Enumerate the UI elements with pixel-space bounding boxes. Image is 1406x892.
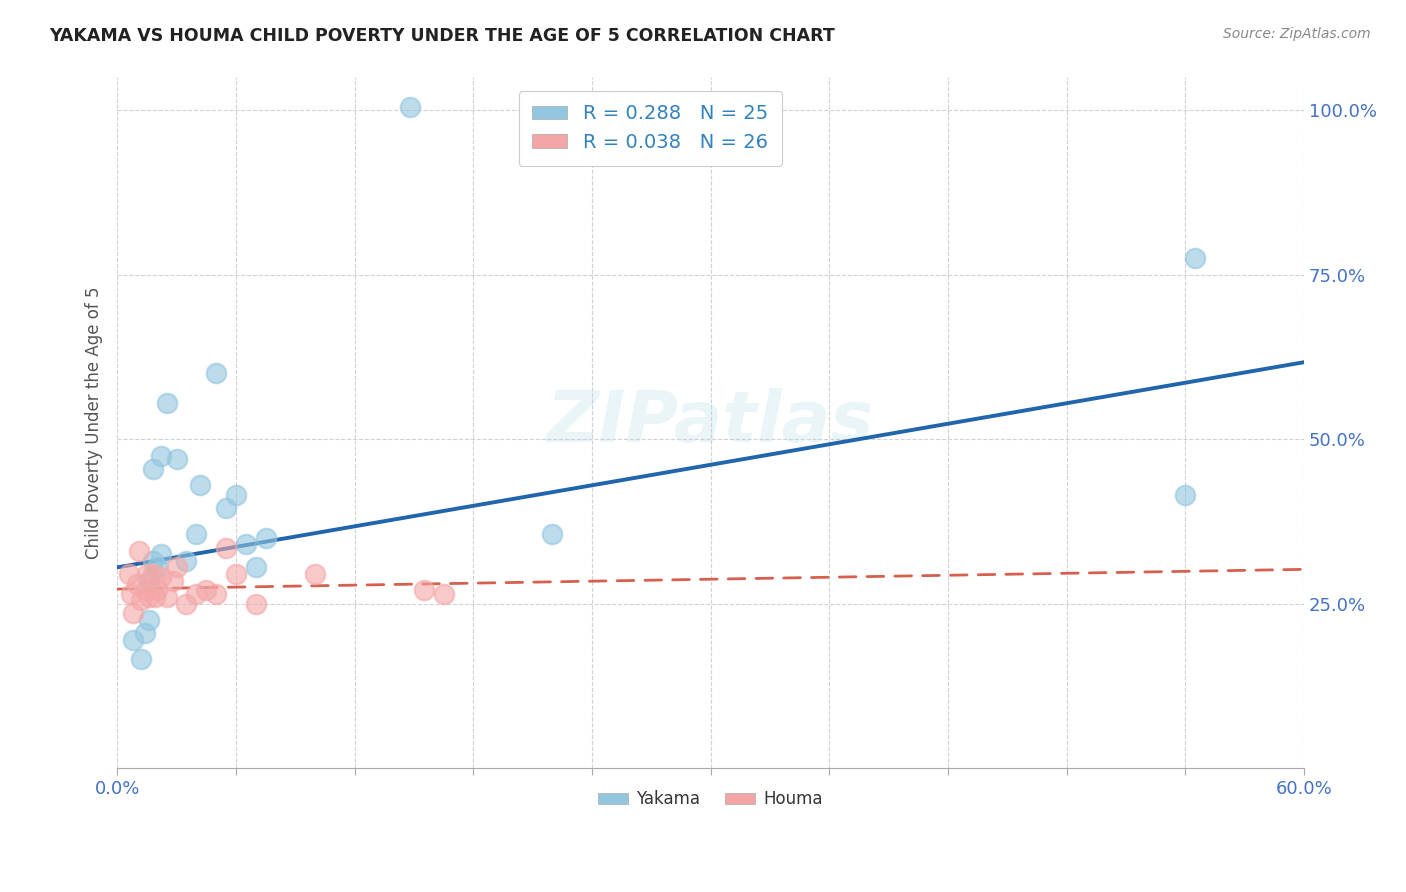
- Point: [142, 566, 165, 581]
- Point: [215, 501, 238, 516]
- Point: [225, 566, 247, 581]
- Point: [176, 597, 198, 611]
- Point: [129, 652, 152, 666]
- Point: [138, 590, 160, 604]
- Point: [138, 613, 160, 627]
- Point: [142, 554, 165, 568]
- Point: [166, 451, 188, 466]
- Point: [145, 560, 167, 574]
- Point: [122, 607, 145, 621]
- Point: [122, 632, 145, 647]
- Point: [205, 367, 228, 381]
- Point: [245, 597, 267, 611]
- Point: [134, 626, 156, 640]
- Point: [186, 527, 208, 541]
- Point: [541, 527, 564, 541]
- Point: [120, 587, 142, 601]
- Point: [145, 583, 167, 598]
- Text: ZIPatlas: ZIPatlas: [547, 388, 875, 458]
- Point: [1184, 252, 1206, 266]
- Point: [245, 560, 267, 574]
- Point: [304, 566, 326, 581]
- Point: [186, 587, 208, 601]
- Point: [134, 583, 156, 598]
- Point: [138, 574, 160, 588]
- Text: YAKAMA VS HOUMA CHILD POVERTY UNDER THE AGE OF 5 CORRELATION CHART: YAKAMA VS HOUMA CHILD POVERTY UNDER THE …: [49, 27, 835, 45]
- Point: [162, 574, 184, 588]
- Point: [254, 531, 277, 545]
- Point: [399, 100, 422, 114]
- Point: [125, 576, 148, 591]
- Point: [149, 547, 172, 561]
- Legend: Yakama, Houma: Yakama, Houma: [592, 783, 830, 815]
- Point: [412, 583, 434, 598]
- Point: [188, 478, 211, 492]
- Point: [1174, 488, 1197, 502]
- Point: [149, 449, 172, 463]
- Point: [235, 537, 257, 551]
- Point: [205, 587, 228, 601]
- Point: [118, 566, 141, 581]
- Y-axis label: Child Poverty Under the Age of 5: Child Poverty Under the Age of 5: [86, 286, 103, 559]
- Point: [143, 590, 166, 604]
- Text: Source: ZipAtlas.com: Source: ZipAtlas.com: [1223, 27, 1371, 41]
- Point: [156, 590, 179, 604]
- Point: [129, 593, 152, 607]
- Point: [142, 461, 165, 475]
- Point: [225, 488, 247, 502]
- Point: [432, 587, 454, 601]
- Point: [149, 570, 172, 584]
- Point: [215, 541, 238, 555]
- Point: [135, 566, 157, 581]
- Point: [166, 560, 188, 574]
- Point: [128, 544, 150, 558]
- Point: [195, 583, 218, 598]
- Point: [176, 554, 198, 568]
- Point: [156, 396, 179, 410]
